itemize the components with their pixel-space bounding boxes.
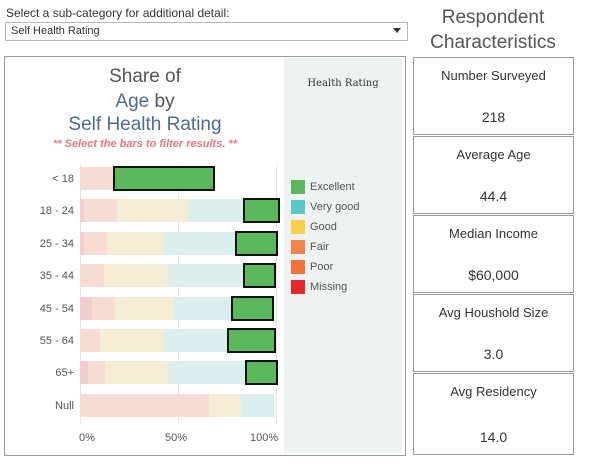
chart-title-line3: Self Health Rating: [68, 114, 222, 135]
legend-swatch: [291, 220, 305, 234]
x-axis-tick: 100%: [250, 432, 279, 444]
legend-label: Poor: [310, 261, 334, 273]
respondent-title-line2: Characteristics: [430, 32, 556, 53]
bar-segment-very-good[interactable]: [164, 231, 237, 255]
legend-label: Missing: [310, 281, 348, 293]
row-label: < 18: [52, 173, 74, 185]
legend-label: Good: [310, 221, 337, 233]
filter-hint: ** Select the bars to filter results. **: [52, 138, 237, 150]
row-label: 35 - 44: [39, 270, 74, 283]
legend-swatch: [291, 240, 305, 254]
legend-swatch: [291, 180, 305, 194]
bar-segment-excellent[interactable]: [242, 263, 276, 289]
legend-label: Very good: [310, 201, 360, 213]
chart-title-by: by: [149, 91, 175, 112]
row-label: 55 - 64: [39, 335, 74, 347]
stat-value: 14.0: [479, 429, 508, 445]
bar-segment-fair[interactable]: [91, 296, 116, 320]
bar-segment-good[interactable]: [107, 231, 165, 255]
bar-segment-good[interactable]: [99, 329, 165, 352]
stat-card: Avg Residency 14.0: [413, 373, 574, 455]
bar-segment-very-good[interactable]: [164, 329, 229, 352]
chevron-down-icon[interactable]: [393, 28, 401, 33]
bar-segment-good[interactable]: [103, 264, 169, 288]
bar-segment-good[interactable]: [105, 361, 169, 385]
stat-card: Number Surveyed 218: [413, 57, 574, 135]
bar-segment-missing[interactable]: [80, 231, 84, 255]
row-label: Null: [55, 399, 74, 412]
bar-segment-missing[interactable]: [80, 199, 84, 223]
chart-title-line2: Age by: [40, 91, 250, 113]
legend-swatch: [291, 260, 305, 274]
bar-segment-excellent[interactable]: [242, 198, 280, 224]
stat-label: Avg Houshold Size: [438, 305, 549, 320]
bar-segment-missing[interactable]: [80, 296, 92, 320]
bar-segment-fair[interactable]: [80, 393, 210, 417]
bar-segment-fair[interactable]: [80, 264, 104, 288]
legend-label: Excellent: [310, 181, 355, 193]
bar-segment-fair[interactable]: [83, 199, 118, 223]
bar-segment-excellent[interactable]: [244, 360, 278, 386]
bar-segment-very-good[interactable]: [168, 361, 247, 385]
respondent-title: Respondent Characteristics: [412, 5, 574, 55]
legend-title: Health Rating: [307, 78, 379, 89]
stat-label: Avg Residency: [450, 384, 537, 399]
legend-label: Fair: [310, 241, 329, 253]
stat-value: 44.4: [479, 188, 508, 204]
filter-label: Select a sub-category for additional det…: [6, 6, 230, 20]
chart-title-line1: Share of: [109, 66, 181, 87]
bar-segment-good[interactable]: [115, 296, 175, 320]
chart-title-dimension: Age: [115, 91, 150, 112]
stat-label: Median Income: [449, 226, 538, 241]
dropdown-selected-value: Self Health Rating: [11, 25, 100, 37]
bar-segment-very-good[interactable]: [174, 296, 233, 320]
row-label: 25 - 34: [39, 237, 74, 250]
stat-label: Number Surveyed: [441, 68, 546, 83]
subcategory-dropdown[interactable]: Self Health Rating: [5, 22, 408, 41]
stat-card: Avg Houshold Size 3.0: [413, 294, 574, 372]
stat-label: Average Age: [456, 147, 531, 162]
bar-segment-very-good[interactable]: [240, 393, 275, 417]
bar-segment-excellent[interactable]: [230, 295, 275, 321]
legend-swatch: [291, 200, 305, 214]
row-label: 18 - 24: [39, 205, 74, 218]
stat-value: $60,000: [468, 267, 519, 283]
row-label: 65+: [55, 367, 74, 380]
gridline: [80, 165, 81, 425]
bar-segment-excellent[interactable]: [226, 328, 276, 353]
bar-segment-very-good[interactable]: [168, 264, 245, 288]
gridline: [178, 165, 179, 425]
bar-segment-fair[interactable]: [80, 167, 116, 190]
respondent-title-line1: Respondent: [441, 7, 545, 28]
bar-segment-good[interactable]: [117, 199, 188, 223]
gridline: [276, 165, 277, 425]
bar-segment-very-good[interactable]: [187, 199, 245, 223]
bar-segment-good[interactable]: [209, 393, 241, 417]
bar-segment-missing[interactable]: [80, 361, 88, 385]
bar-segment-fair[interactable]: [87, 361, 106, 385]
stat-value: 218: [481, 109, 506, 125]
stat-card: Median Income $60,000: [413, 215, 574, 293]
x-axis-tick: 50%: [165, 432, 188, 444]
stat-card: Average Age 44.4: [413, 136, 574, 214]
bar-segment-excellent[interactable]: [113, 166, 216, 191]
legend-panel: [284, 58, 402, 453]
row-label: 45 - 54: [39, 302, 74, 315]
stat-value: 3.0: [483, 346, 504, 362]
x-axis-tick: 0%: [79, 432, 95, 444]
bar-segment-fair[interactable]: [83, 231, 108, 255]
legend-swatch: [291, 280, 305, 294]
bar-segment-excellent[interactable]: [234, 230, 278, 256]
bar-segment-fair[interactable]: [80, 329, 100, 352]
